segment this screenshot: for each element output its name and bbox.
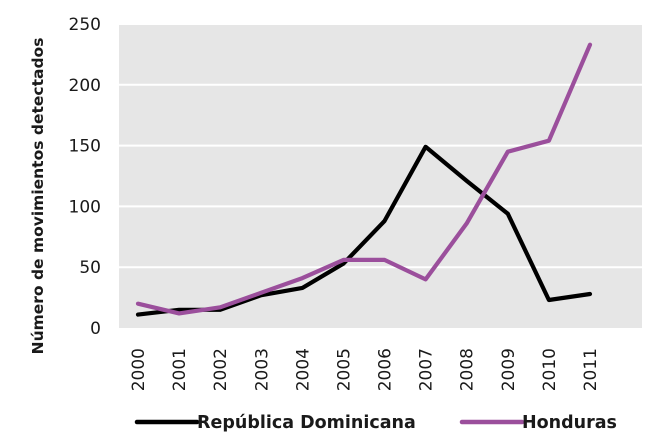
series-line-1 [135, 42, 593, 316]
gridlines [119, 23, 642, 269]
x-tick-label: 2010 [540, 348, 560, 391]
y-tick-label: 200 [69, 76, 101, 96]
y-tick-label: 50 [79, 258, 101, 278]
series-lines [135, 42, 593, 317]
x-tick-label: 2008 [458, 348, 478, 391]
y-tick-label: 150 [69, 137, 101, 157]
x-tick-label: 2003 [252, 348, 272, 391]
y-axis-ticks: 0 50 100 150 200 250 [69, 15, 101, 339]
legend-label: Honduras [522, 413, 617, 433]
x-tick-label: 2009 [499, 348, 519, 391]
legend: República Dominicana Honduras [134, 413, 617, 433]
x-tick-label: 2005 [334, 348, 354, 391]
x-tick-label: 2002 [211, 348, 231, 391]
y-tick-label: 100 [69, 197, 101, 217]
plot-area [119, 24, 642, 328]
x-tick-label: 2001 [170, 348, 190, 391]
y-axis-label: Número de movimientos detectados [29, 38, 47, 355]
x-tick-label: 2004 [293, 348, 313, 391]
x-tick-label: 2011 [581, 348, 601, 391]
x-tick-label: 2000 [129, 348, 149, 391]
x-tick-label: 2007 [417, 348, 437, 391]
y-tick-label: 250 [69, 15, 101, 35]
x-axis-ticks: 2000 2001 2002 2003 2004 2005 2006 2007 2008 2009… [129, 348, 601, 391]
y-tick-label: 0 [90, 319, 101, 339]
x-tick-label: 2006 [376, 348, 396, 391]
legend-label: República Dominicana [197, 413, 416, 433]
